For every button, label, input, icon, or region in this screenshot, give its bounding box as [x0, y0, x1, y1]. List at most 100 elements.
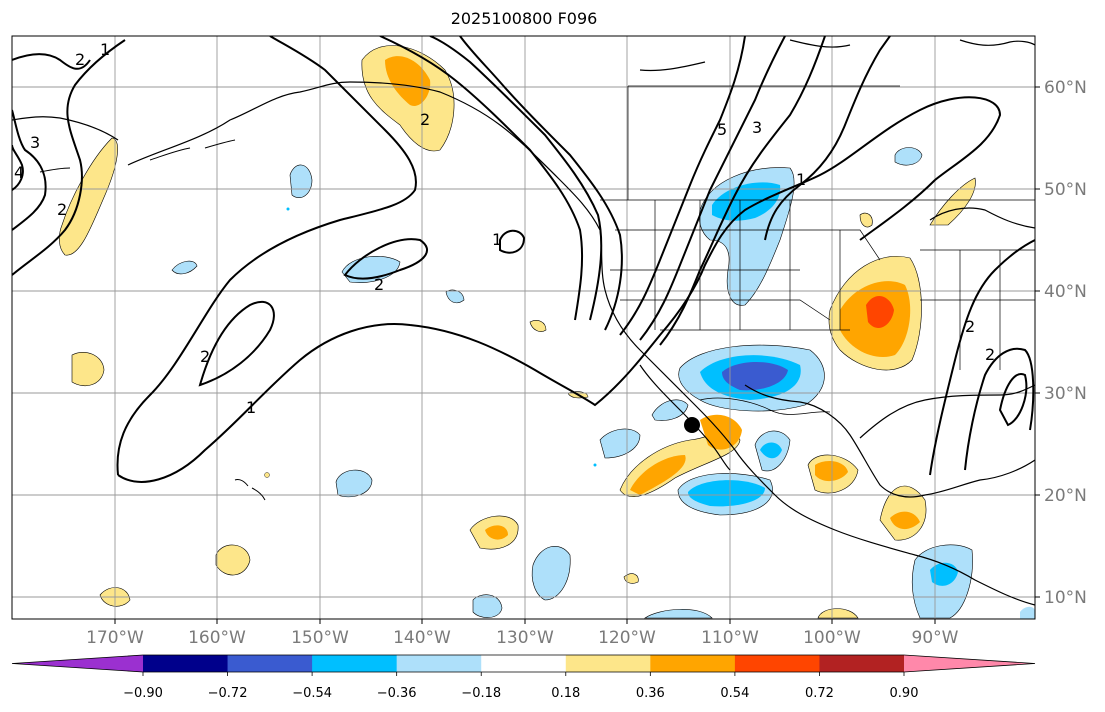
colorbar-swatch — [650, 655, 736, 672]
contour-labels: 2 1 3 4 2 2 1 2 2 1 5 3 1 2 2 — [14, 40, 995, 417]
lat-label: 20°N — [1044, 486, 1087, 506]
negative-anomaly — [894, 147, 923, 166]
contour-label: 2 — [75, 50, 85, 69]
contour-line — [117, 96, 1002, 483]
negative-anomaly — [445, 289, 465, 304]
lon-label: 160°W — [188, 628, 246, 648]
lat-label: 60°N — [1044, 78, 1087, 98]
lon-label: 120°W — [598, 628, 656, 648]
positive-anomaly — [859, 212, 873, 228]
colorbar-label: 0.36 — [636, 686, 665, 701]
positive-anomaly — [385, 56, 431, 106]
negative-anomaly — [651, 399, 689, 421]
lon-label: 90°W — [912, 628, 959, 648]
lat-label: 40°N — [1044, 282, 1087, 302]
contour-line — [379, 36, 584, 321]
positive-anomaly — [623, 573, 639, 584]
negative-anomaly — [531, 546, 571, 601]
coastlines — [12, 39, 1035, 606]
negative-anomaly — [930, 562, 958, 586]
colorbar-label: 0.90 — [890, 686, 919, 701]
lat-label: 30°N — [1044, 384, 1087, 404]
colorbar-label: −0.72 — [208, 686, 248, 701]
contour-label: 2 — [985, 345, 995, 364]
colorbar-swatch — [565, 655, 651, 672]
lon-label: 140°W — [393, 628, 451, 648]
contour-line — [459, 36, 623, 331]
positive-anomaly — [71, 351, 105, 386]
contour-line — [198, 300, 275, 387]
longitude-labels: 170°W 160°W 150°W 140°W 130°W 120°W 110°… — [86, 619, 959, 648]
positive-anomaly — [866, 295, 894, 329]
contour-label: 1 — [100, 40, 110, 59]
graticule — [12, 36, 1035, 619]
colorbar-extension-high — [904, 655, 1035, 672]
contour-label: 1 — [492, 230, 502, 249]
contour-line — [116, 36, 417, 476]
negative-anomaly — [1020, 606, 1035, 619]
positive-anomaly — [485, 525, 508, 540]
negative-anomaly — [289, 164, 313, 199]
lon-label: 110°W — [701, 628, 759, 648]
shading-layer — [59, 45, 1035, 619]
map-title: 2025100800 F096 — [450, 9, 598, 28]
map-frame — [11, 35, 1036, 620]
colorbar-label: 0.72 — [805, 686, 834, 701]
contour-line — [12, 39, 126, 276]
negative-anomaly — [335, 469, 373, 498]
contour-line — [499, 229, 526, 254]
lon-label: 150°W — [291, 628, 349, 648]
lon-label: 100°W — [803, 628, 861, 648]
contour-line — [659, 36, 826, 346]
lat-label: 50°N — [1044, 180, 1087, 200]
contour-line — [764, 36, 891, 241]
contour-label: 1 — [796, 170, 806, 189]
negative-anomaly — [472, 594, 503, 618]
colorbar-extension-low — [12, 655, 143, 672]
storm-marker — [684, 417, 700, 433]
positive-anomaly — [215, 544, 251, 576]
islands — [39, 139, 266, 501]
negative-anomaly — [760, 442, 782, 459]
contour-label: 2 — [200, 347, 210, 366]
contour-label: 4 — [14, 163, 24, 182]
contour-line — [343, 238, 428, 280]
negative-anomaly — [688, 480, 765, 507]
colorbar-swatch — [819, 655, 905, 672]
positive-anomaly — [890, 511, 920, 530]
colorbar: −0.90 −0.72 −0.54 −0.36 −0.18 0.18 0.36 0.54 0.7… — [11, 654, 1036, 701]
colorbar-label: −0.90 — [123, 686, 163, 701]
contour-label: 2 — [420, 110, 430, 129]
lon-label: 130°W — [496, 628, 554, 648]
colorbar-swatch — [734, 655, 820, 672]
contours — [12, 36, 1035, 483]
contour-line — [998, 373, 1028, 427]
contour-line — [964, 347, 1035, 471]
lat-label: 10°N — [1044, 588, 1087, 608]
negative-anomaly — [712, 182, 781, 221]
contour-label: 1 — [246, 398, 256, 417]
colorbar-label: −0.36 — [377, 686, 417, 701]
colorbar-swatch — [396, 655, 482, 672]
colorbar-label: −0.18 — [461, 686, 501, 701]
contour-label: 2 — [965, 317, 975, 336]
colorbar-label: 0.54 — [720, 686, 749, 701]
colorbar-label: 0.18 — [551, 686, 580, 701]
contour-label: 5 — [717, 120, 727, 139]
negative-anomaly — [171, 260, 198, 275]
contour-line — [12, 109, 47, 231]
lon-label: 170°W — [86, 628, 144, 648]
contour-line — [12, 144, 24, 191]
negative-anomaly — [644, 609, 713, 619]
contour-line — [12, 53, 91, 70]
latitude-labels: 60°N 50°N 40°N 30°N 20°N 10°N — [1035, 78, 1087, 608]
negative-anomaly — [599, 428, 641, 459]
colorbar-swatch — [143, 655, 229, 672]
contour-label: 3 — [30, 133, 40, 152]
positive-anomaly — [630, 455, 686, 495]
contour-line — [619, 36, 746, 336]
contour-label: 2 — [57, 200, 67, 219]
positive-anomaly — [529, 320, 547, 332]
colorbar-swatch — [227, 655, 313, 672]
